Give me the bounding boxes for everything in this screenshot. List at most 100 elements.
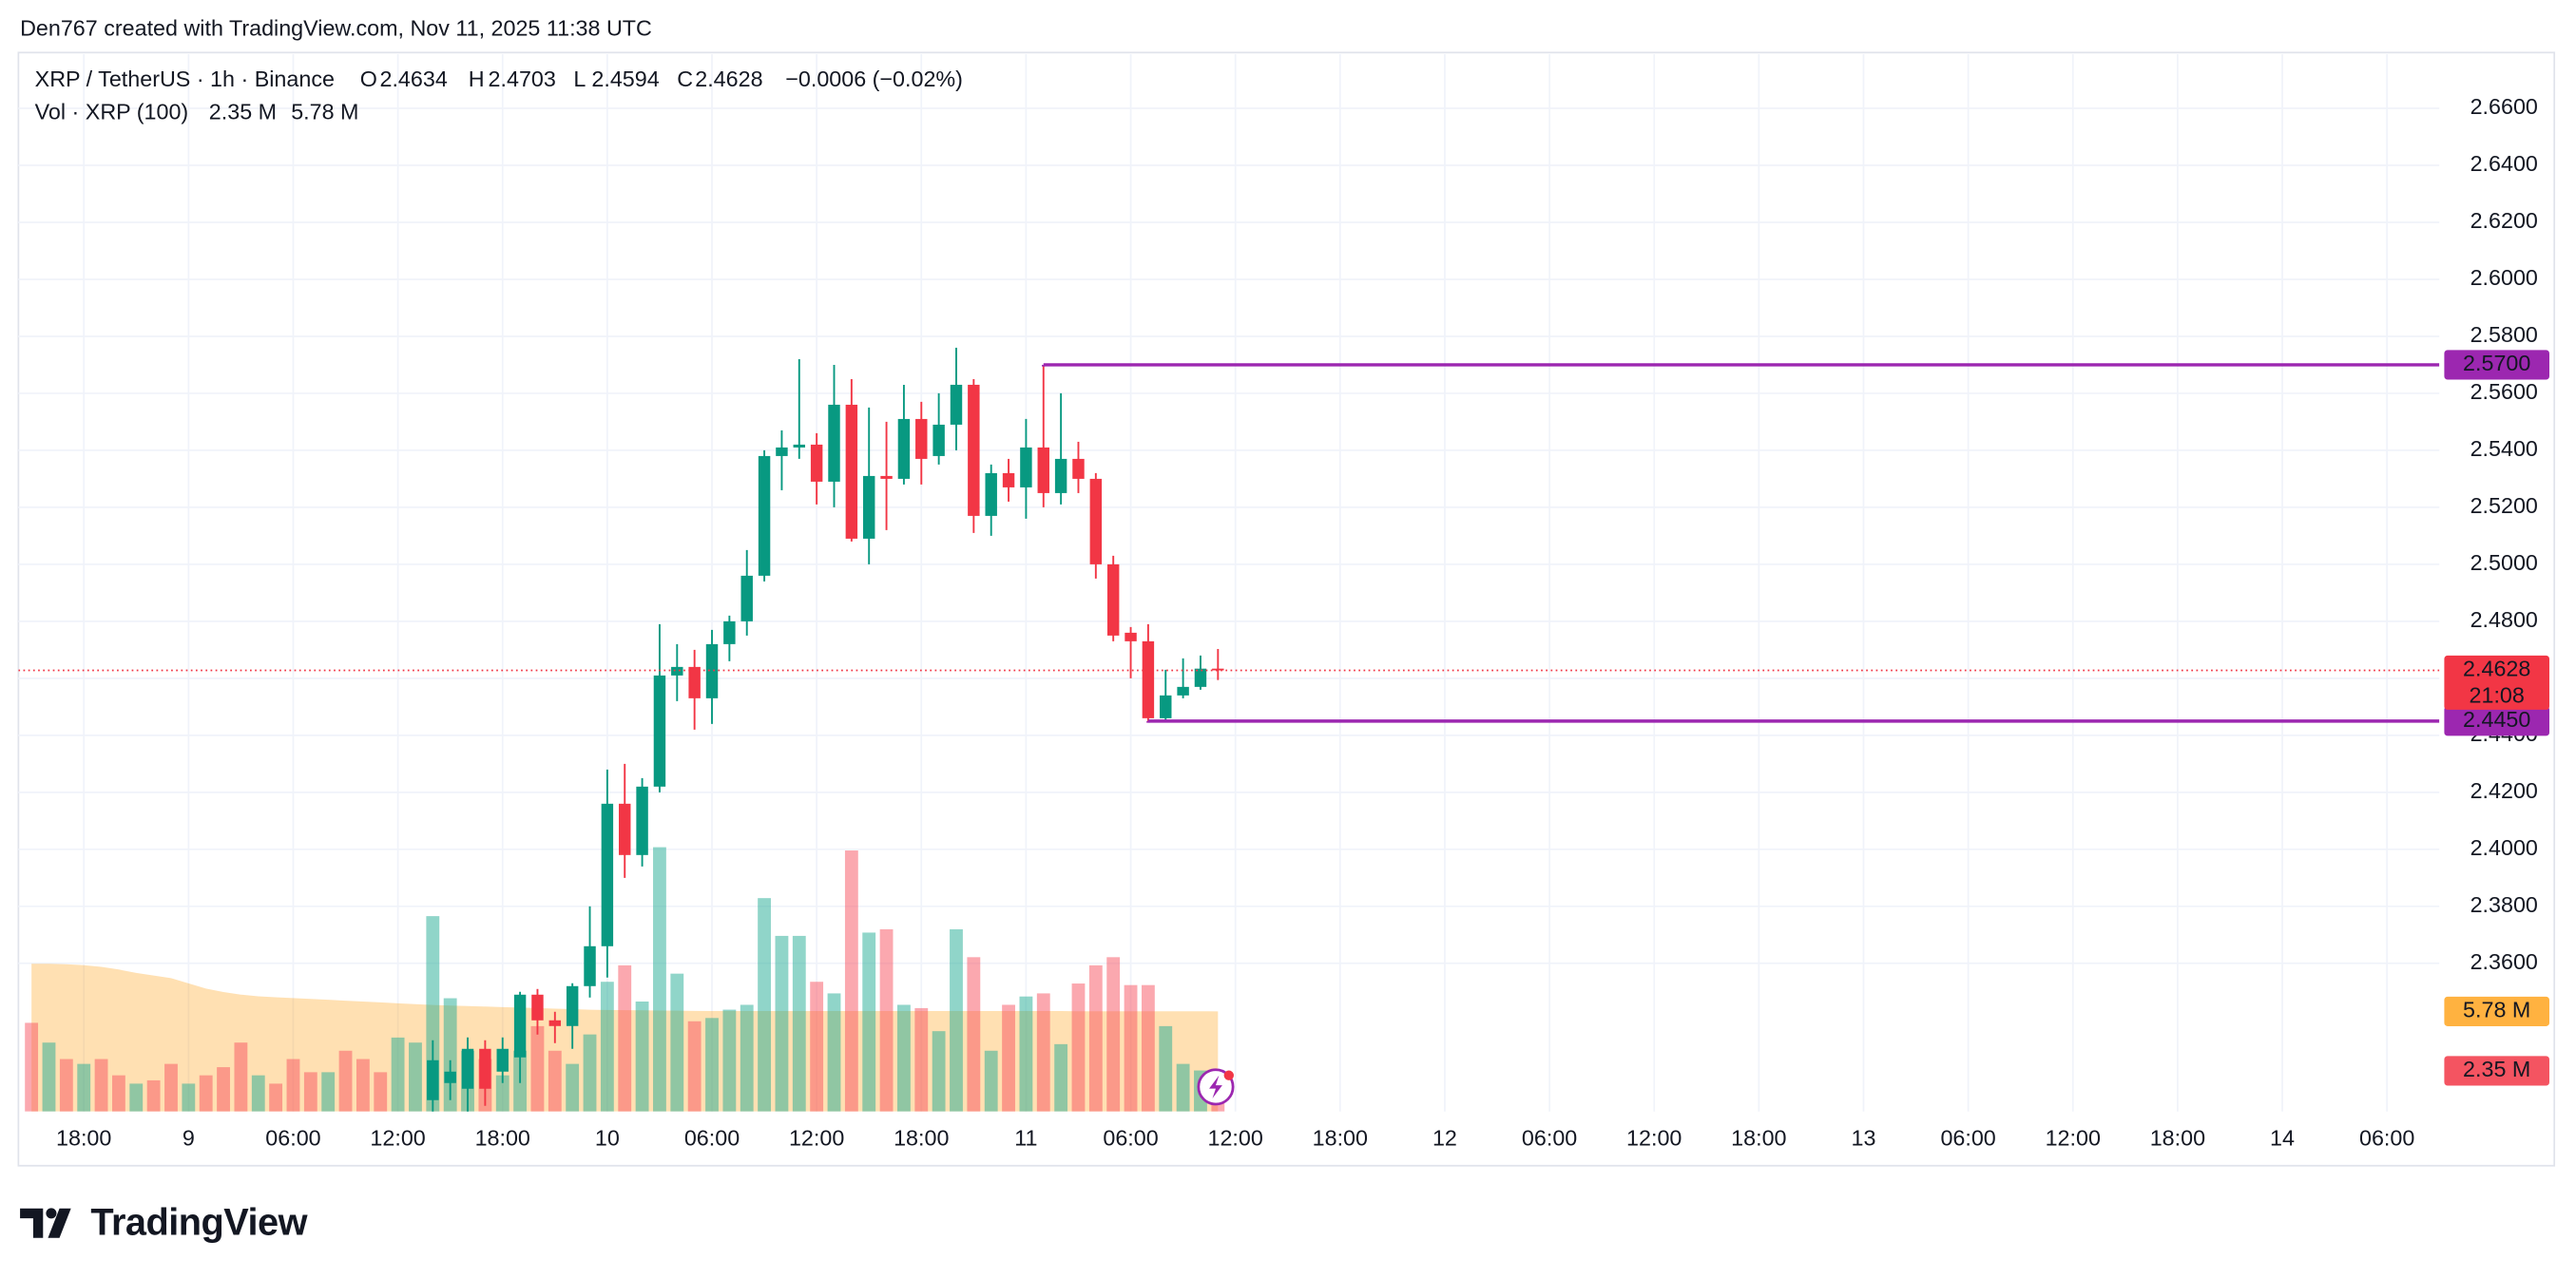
volume-bar xyxy=(653,847,666,1112)
volume-bar xyxy=(1141,984,1155,1112)
volume-bar xyxy=(1159,1025,1173,1112)
volume-bar xyxy=(1176,1063,1190,1112)
x-tick-label: 06:00 xyxy=(1940,1125,1995,1150)
volume-bar xyxy=(600,982,614,1112)
candle-body xyxy=(793,444,806,448)
candle-body xyxy=(1194,668,1207,687)
y-tick-label: 2.6600 xyxy=(2470,94,2538,119)
volume-bar xyxy=(1002,1004,1015,1112)
y-tick-label: 2.6000 xyxy=(2470,265,2538,290)
plot-area xyxy=(18,347,2440,1112)
volume-bar xyxy=(566,1063,580,1112)
candle-body xyxy=(1212,668,1224,671)
ohlc-letter: H xyxy=(469,67,485,91)
candle-body xyxy=(1089,478,1103,564)
candle-body xyxy=(601,803,614,946)
candle-body xyxy=(688,666,701,698)
legend-open: 2.4634 xyxy=(379,67,447,91)
volume-bar xyxy=(914,1007,929,1112)
x-tick-label: 14 xyxy=(2270,1125,2295,1150)
x-tick-label: 9 xyxy=(183,1125,195,1150)
legend-change: −0.0006 (−0.02%) xyxy=(785,67,963,91)
candle-body xyxy=(1020,447,1032,487)
volume-bar xyxy=(251,1075,265,1112)
volume-box xyxy=(2444,1056,2549,1086)
y-tick-label: 2.4800 xyxy=(2470,607,2538,632)
candle-body xyxy=(897,418,911,479)
volume-bar xyxy=(443,998,457,1112)
candle-body xyxy=(985,472,997,516)
symbol-title: XRP / TetherUS · 1h · Binance xyxy=(35,67,335,91)
grid-layer xyxy=(18,54,2440,1112)
volume-bar xyxy=(1088,964,1103,1112)
candle-body xyxy=(1160,695,1172,718)
volume-bar xyxy=(792,935,806,1112)
chart-frame xyxy=(17,51,2556,1167)
volume-bar xyxy=(182,1083,196,1112)
level-label: 2.4450 xyxy=(2463,707,2530,732)
countdown: 21:08 xyxy=(2470,682,2525,707)
volume-bar xyxy=(356,1059,370,1112)
candle-body xyxy=(828,404,840,482)
candle-body xyxy=(479,1048,491,1089)
volume-bar xyxy=(234,1042,248,1112)
volume-bar xyxy=(548,1050,562,1112)
ohlc-letter: O xyxy=(360,67,377,91)
volume-ma-box xyxy=(2444,996,2549,1026)
candle-body xyxy=(810,444,823,482)
volume-bar xyxy=(495,1075,509,1112)
volume-bar xyxy=(164,1063,178,1112)
alert-icon[interactable] xyxy=(1197,1068,1235,1106)
x-tick-label: 18:00 xyxy=(1731,1125,1786,1150)
volume-bar xyxy=(25,1022,39,1112)
candle-body xyxy=(619,803,631,855)
volume-bar xyxy=(1019,996,1033,1112)
candle-body xyxy=(915,418,928,459)
volume-bar xyxy=(59,1059,73,1112)
logo-mark xyxy=(20,1208,44,1238)
volume-bar xyxy=(879,928,894,1112)
volume-bar xyxy=(409,1042,422,1112)
volume-bar xyxy=(1106,957,1121,1112)
volume-bar xyxy=(217,1067,230,1112)
candle-body xyxy=(723,620,736,644)
y-tick-label: 2.5000 xyxy=(2470,550,2538,575)
volume-bar xyxy=(810,982,824,1112)
volume-bar xyxy=(740,1004,754,1112)
volume-bar xyxy=(1071,983,1086,1112)
y-tick-label: 2.6200 xyxy=(2470,208,2538,233)
y-tick-label: 2.5200 xyxy=(2470,493,2538,518)
x-tick-label: 18:00 xyxy=(894,1125,949,1150)
x-tick-label: 12 xyxy=(1432,1125,1457,1150)
volume-bar xyxy=(635,1002,649,1112)
ohlc-letter: C xyxy=(677,67,693,91)
candle-body xyxy=(1106,563,1120,636)
credit: Den767 created with TradingView.com, Nov… xyxy=(20,15,652,40)
candle-body xyxy=(548,1020,562,1026)
alert-dot xyxy=(1223,1070,1234,1080)
x-tick-label: 06:00 xyxy=(1103,1125,1158,1150)
x-tick-label: 06:00 xyxy=(2359,1125,2414,1150)
x-tick-label: 18:00 xyxy=(56,1125,111,1150)
legend-high: 2.4703 xyxy=(489,67,556,91)
volume-bar xyxy=(1036,993,1050,1112)
volume-bar xyxy=(129,1083,144,1112)
candle-body xyxy=(1125,632,1137,641)
logo: TradingView xyxy=(20,1201,308,1243)
volume-bar xyxy=(303,1072,317,1112)
volume-bar xyxy=(897,1004,911,1112)
y-tick-label: 2.3800 xyxy=(2470,892,2538,917)
volume-bar xyxy=(1054,1043,1068,1112)
volume-label: 2.35 M xyxy=(2463,1057,2530,1081)
logo-mark xyxy=(46,1208,57,1219)
volume-bar xyxy=(862,932,876,1112)
volume-bar xyxy=(827,993,841,1112)
volume-ma-label: 5.78 M xyxy=(2463,998,2530,1022)
volume-bar xyxy=(338,1050,353,1112)
volume-bar xyxy=(758,898,771,1112)
y-tick-label: 2.5800 xyxy=(2470,322,2538,347)
axis-layer: 2.36002.38002.40002.42002.44002.46002.48… xyxy=(56,94,2549,1150)
candle-body xyxy=(758,455,771,576)
legend-low: 2.4594 xyxy=(591,67,659,91)
